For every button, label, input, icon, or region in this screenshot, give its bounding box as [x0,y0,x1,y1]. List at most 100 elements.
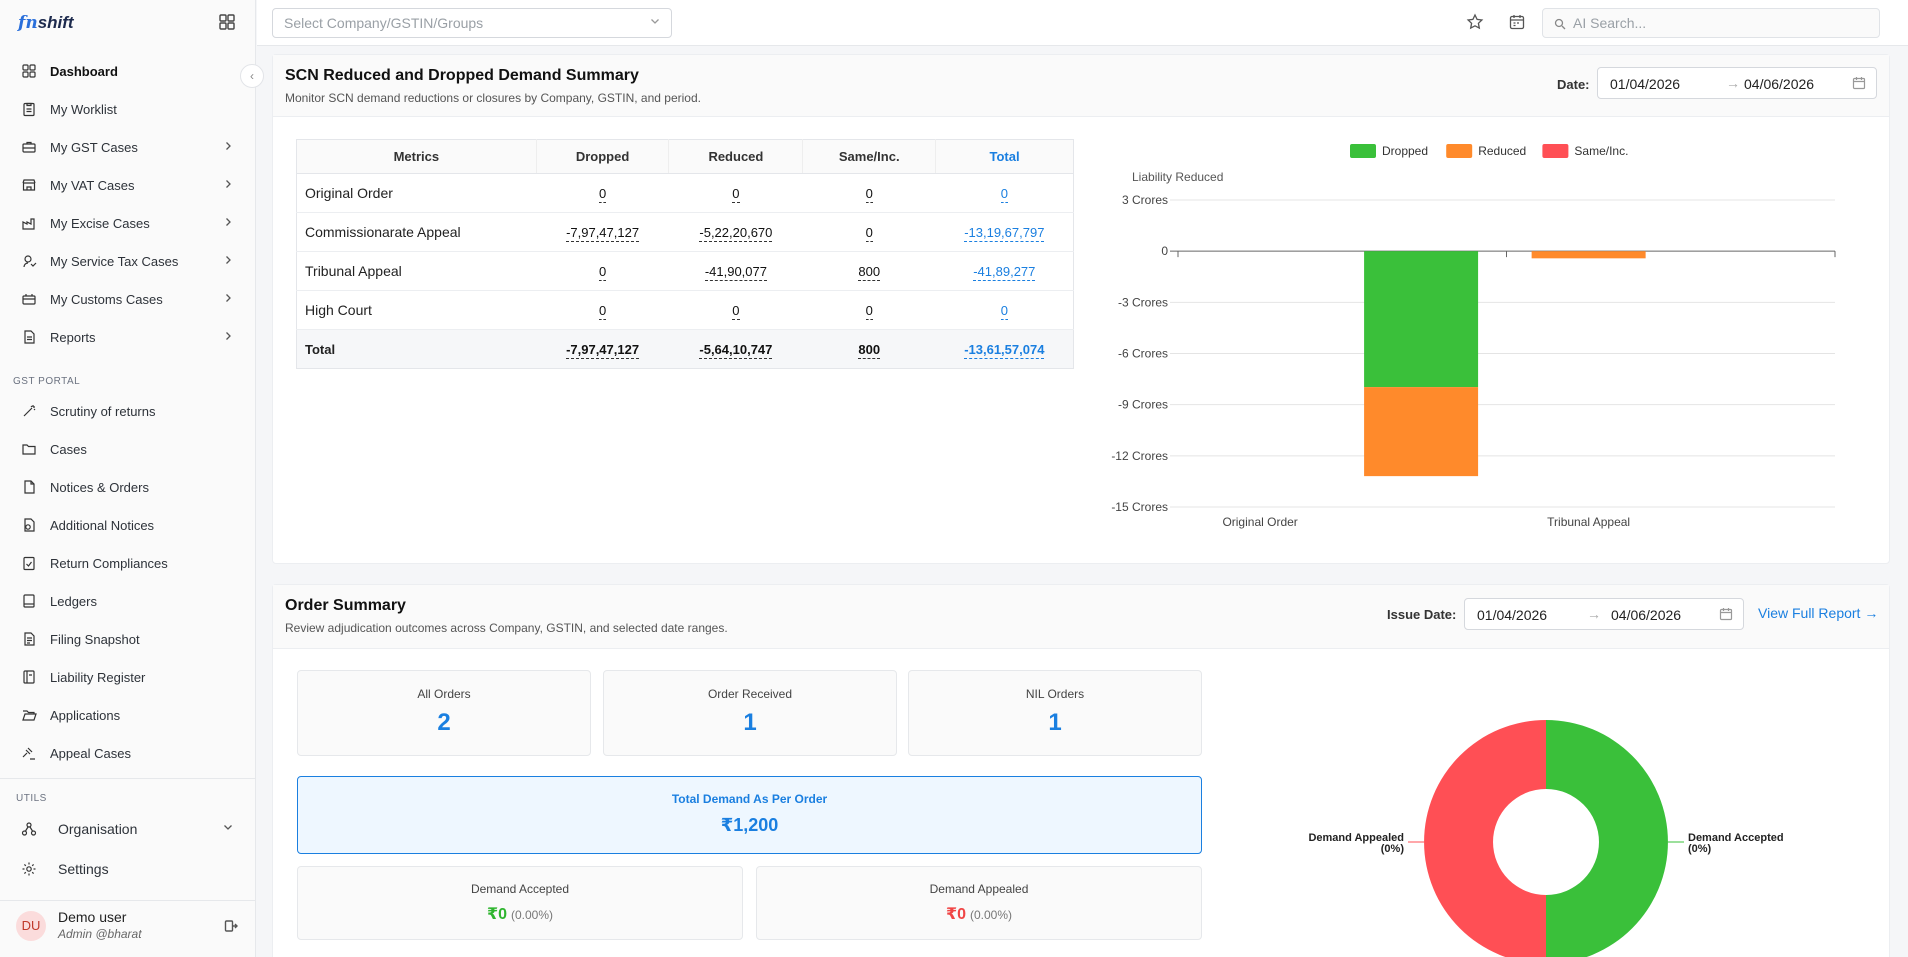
cell-value-link[interactable]: -7,97,47,127 [566,341,640,359]
total-demand-box[interactable]: Total Demand As Per Order ₹1,200 [297,776,1202,854]
chevron-right-icon [222,178,234,193]
stat-all-orders[interactable]: All Orders 2 [297,670,591,756]
cell-reduced: 0 [668,173,803,213]
sidebar-item-label: My Excise Cases [50,215,150,231]
gavel-icon [20,744,38,762]
liability-bar-chart: Dropped Reduced Same/Inc. Liability Reduced… [1111,144,1836,529]
chevron-down-icon [222,821,234,836]
store-icon [20,176,38,194]
cell-value-link[interactable]: 0 [598,263,607,281]
company-select[interactable]: Select Company/GSTIN/Groups [272,8,672,38]
sidebar-item-organisation[interactable]: Organisation [0,809,256,849]
table-header-row: Metrics Dropped Reduced Same/Inc. Total [296,139,1074,174]
gst-portal-label: GST PORTAL [13,375,81,387]
cell-same: 800 [802,251,936,291]
sidebar-item-my-gst-cases[interactable]: My GST Cases [0,128,256,166]
avatar[interactable]: DU [16,911,46,941]
stat-order-received[interactable]: Order Received 1 [603,670,897,756]
stat-nil-orders[interactable]: NIL Orders 1 [908,670,1202,756]
calendar-icon [1719,607,1733,624]
cell-reduced: -5,64,10,747 [668,329,803,369]
legend-swatch [1542,144,1569,158]
sidebar-item-label: Additional Notices [50,517,155,533]
sidebar-item-return-compliances[interactable]: Return Compliances [0,544,256,582]
cell-value-link[interactable]: 0 [732,185,740,203]
order-subtitle: Review adjudication outcomes across Comp… [285,621,728,635]
sidebar-item-my-excise-cases[interactable]: My Excise Cases [0,204,256,242]
cell-value-link[interactable]: -41,89,277 [973,263,1036,281]
col-same: Same/Inc. [802,139,936,174]
cell-total: 0 [935,173,1074,213]
cell-same: 800 [802,329,936,369]
sidebar-item-scrutiny-of-returns[interactable]: Scrutiny of returns [0,392,256,430]
layout-toggle-icon[interactable] [218,13,236,31]
sidebar-item-my-worklist[interactable]: My Worklist [0,90,256,128]
logout-icon[interactable] [224,919,238,936]
scn-date-range[interactable]: 01/04/2026 → 04/06/2026 [1597,67,1877,99]
sidebar-item-liability-register[interactable]: Liability Register [0,658,256,696]
sidebar-item-additional-notices[interactable]: Additional Notices [0,506,256,544]
sidebar-item-settings[interactable]: Settings [0,849,256,889]
sidebar-item-appeal-cases[interactable]: Appeal Cases [0,734,256,772]
cell-value-link[interactable]: 0 [865,302,873,320]
scn-subtitle: Monitor SCN demand reductions or closure… [285,91,701,105]
cell-value-link[interactable]: 0 [865,185,873,203]
sidebar-item-my-customs-cases[interactable]: My Customs Cases [0,280,256,318]
bar-segment-reduced [1531,251,1646,259]
cell-reduced: 0 [668,290,803,330]
sidebar-item-cases[interactable]: Cases [0,430,256,468]
donut-slice-appealed [1424,720,1546,957]
cell-value-link[interactable]: -5,22,20,670 [699,224,773,242]
top-bar: Select Company/GSTIN/Groups AI Search... [257,0,1908,46]
sidebar-item-label: Notices & Orders [50,479,149,495]
cell-value-link[interactable]: 0 [1000,302,1008,320]
sidebar-item-applications[interactable]: Applications [0,696,256,734]
cell-value-link[interactable]: -13,19,67,797 [964,224,1045,242]
x-tick-label: Original Order [1222,515,1297,529]
cell-same: 0 [802,290,936,330]
cell-value-link[interactable]: -7,97,47,127 [566,224,640,242]
sidebar-item-label: Cases [50,441,87,457]
sidebar-item-label: Return Compliances [50,555,168,571]
y-tick-label: 3 Crores [1122,193,1168,207]
sidebar-item-my-service-tax-cases[interactable]: My Service Tax Cases [0,242,256,280]
cell-value-link[interactable]: 0 [598,302,607,320]
cell-value-link[interactable]: -41,90,077 [704,263,767,281]
cell-value-link[interactable]: 0 [1000,185,1008,203]
sidebar-item-dashboard[interactable]: Dashboard [0,52,256,90]
calendar-icon[interactable] [1508,13,1526,34]
sidebar-item-filing-snapshot[interactable]: Filing Snapshot [0,620,256,658]
cell-value-link[interactable]: -13,61,57,074 [964,341,1045,359]
sidebar-item-reports[interactable]: Reports [0,318,256,356]
user-role: Admin @bharat [58,927,142,941]
cell-value-link[interactable]: 800 [858,263,881,281]
chevron-right-icon [222,292,234,307]
donut-label: Demand Accepted [1688,832,1784,844]
ai-search-input[interactable]: AI Search... [1542,8,1880,38]
demand-appealed-box[interactable]: Demand Appealed ₹0 (0.00%) [756,866,1202,940]
legend-label: Same/Inc. [1574,144,1628,158]
y-axis-label: Liability Reduced [1132,170,1223,184]
sidebar-divider [0,778,256,779]
cell-dropped: -7,97,47,127 [536,329,669,369]
col-total: Total [935,139,1074,174]
star-icon[interactable] [1466,13,1484,34]
sidebar-item-notices-orders[interactable]: Notices & Orders [0,468,256,506]
sidebar-collapse-button[interactable]: ‹ [240,64,264,88]
y-tick-label: -12 Crores [1111,449,1168,463]
sidebar-item-ledgers[interactable]: Ledgers [0,582,256,620]
sidebar-item-label: Organisation [58,821,138,837]
sidebar-item-label: Ledgers [50,593,97,609]
cell-value-link[interactable]: 0 [732,302,740,320]
sidebar-item-my-vat-cases[interactable]: My VAT Cases [0,166,256,204]
cell-value-link[interactable]: 0 [598,185,607,203]
cell-value-link[interactable]: 800 [858,341,881,359]
chevron-right-icon [222,140,234,155]
cell-value-link[interactable]: 0 [865,224,873,242]
order-date-range[interactable]: 01/04/2026 → 04/06/2026 [1464,598,1744,630]
view-full-report-link[interactable]: View Full Report → [1758,605,1879,621]
brand-logo[interactable]: fnshift [18,13,74,33]
demand-accepted-box[interactable]: Demand Accepted ₹0 (0.00%) [297,866,743,940]
cell-value-link[interactable]: -5,64,10,747 [699,341,773,359]
sidebar-item-label: My GST Cases [50,139,138,155]
